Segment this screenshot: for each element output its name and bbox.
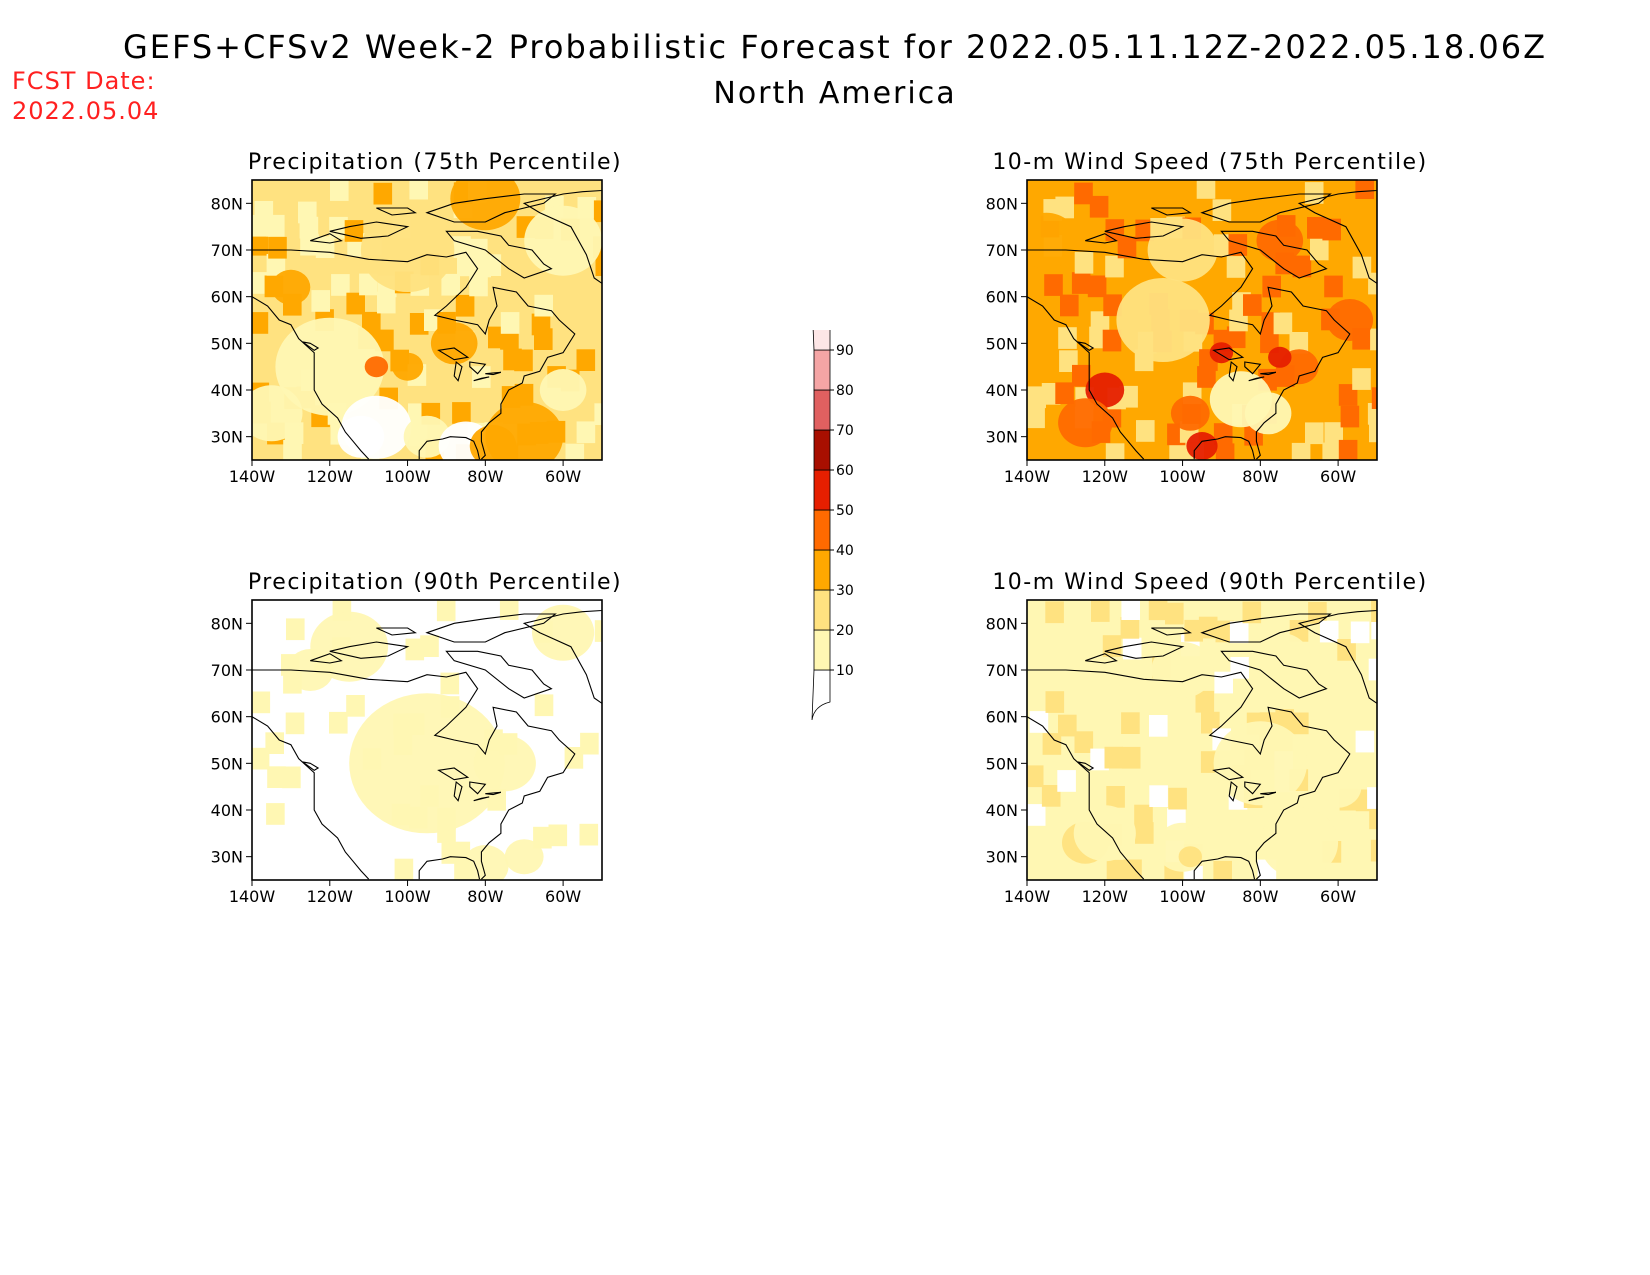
lon-tick-label: 120W [1082,467,1129,486]
lon-tick-label: 120W [1082,887,1129,906]
map-frame [251,599,603,881]
panel-precip-75: Precipitation (75th Percentile) 140W 120W… [200,150,720,550]
colorbar-segment [813,389,831,431]
lon-tick-label: 140W [229,887,276,906]
lon-tick-label: 60W [545,467,581,486]
map-wind-90: 140W 120W 100W 80W 60W 80N 70N 60N 50N 40N 30N [986,599,1378,906]
lat-tick-label: 40N [986,801,1018,820]
panel-wind-90: 10-m Wind Speed (90th Percentile) 140W 12… [975,570,1495,970]
colorbar-level-label: 70 [836,423,854,439]
lat-tick-label: 30N [986,848,1018,867]
lon-tick-label: 100W [384,887,431,906]
coastlines [1027,609,1377,880]
colorbar-segment [813,429,831,471]
lat-tick-label: 50N [986,334,1018,353]
coastlines [1027,189,1377,460]
coastlines [252,609,602,880]
colorbar-segment [811,669,831,721]
lon-tick-label: 140W [1004,467,1051,486]
lon-tick-label: 80W [1242,887,1278,906]
colorbar-level-label: 90 [836,343,854,359]
lat-tick-label: 30N [211,848,243,867]
lon-tick-label: 120W [307,467,354,486]
lat-tick-label: 60N [986,288,1018,307]
lat-tick-label: 70N [986,241,1018,260]
lon-tick-label: 80W [467,467,503,486]
lat-tick-label: 50N [211,754,243,773]
colorbar-segment [812,330,831,351]
panel-title: 10-m Wind Speed (90th Percentile) [992,570,1428,595]
lat-tick-label: 40N [986,381,1018,400]
panel-precip-90: Precipitation (90th Percentile) 140W 120W… [200,570,720,970]
map-precip-75: 140W 120W 100W 80W 60W 80N 70N 60N 50N 40N 30N [211,179,603,486]
colorbar-segment [813,349,831,391]
forecast-date-caption: FCST Date: [12,67,156,95]
lat-tick-label: 50N [211,334,243,353]
lon-tick-label: 60W [545,887,581,906]
probability-field [1027,600,1377,880]
lat-tick-label: 80N [986,614,1018,633]
lat-tick-label: 60N [211,708,243,727]
map-frame [1026,179,1378,461]
colorbar-segment [813,469,831,511]
colorbar-segment [813,589,831,631]
lon-tick-label: 80W [1242,467,1278,486]
lon-tick-label: 120W [307,887,354,906]
colorbar-segment [813,549,831,591]
lon-tick-label: 80W [467,887,503,906]
lat-tick-label: 60N [986,708,1018,727]
lat-tick-label: 70N [211,241,243,260]
colorbar-level-label: 10 [836,663,854,679]
panel-title: 10-m Wind Speed (75th Percentile) [992,150,1428,175]
colorbar-segment [813,509,831,551]
probability-field [252,180,602,460]
lat-tick-label: 50N [986,754,1018,773]
colorbar-level-label: 60 [836,463,854,479]
colorbar-level-label: 40 [836,543,854,559]
colorbar-legend: 10 20 30 40 50 60 70 80 90 [811,330,854,721]
colorbar-segment [813,629,831,671]
colorbar-level-label: 30 [836,583,854,599]
panel-title: Precipitation (75th Percentile) [247,150,623,175]
main-title: GEFS+CFSv2 Week-2 Probabilistic Forecast… [122,28,1548,66]
lon-tick-label: 60W [1320,887,1356,906]
colorbar-level-label: 20 [836,623,854,639]
lat-tick-label: 40N [211,801,243,820]
probability-field [1027,180,1377,460]
lon-tick-label: 100W [1159,467,1206,486]
lat-tick-label: 30N [211,428,243,447]
map-frame [251,179,603,461]
lat-tick-label: 70N [211,661,243,680]
panel-title: Precipitation (90th Percentile) [247,570,623,595]
lon-tick-label: 100W [384,467,431,486]
colorbar-level-label: 50 [836,503,854,519]
forecast-date-label: FCST Date: 2022.05.04 [12,66,159,126]
map-frame [1026,599,1378,881]
lat-tick-label: 80N [986,194,1018,213]
coastlines [252,189,602,460]
map-precip-90: 140W 120W 100W 80W 60W 80N 70N 60N 50N 40N 30N [211,599,603,906]
lat-tick-label: 80N [211,614,243,633]
lat-tick-label: 40N [211,381,243,400]
lon-tick-label: 140W [229,467,276,486]
panel-wind-75: 10-m Wind Speed (75th Percentile) 140W 12… [975,150,1495,550]
lon-tick-label: 100W [1159,887,1206,906]
lon-tick-label: 60W [1320,467,1356,486]
lat-tick-label: 80N [211,194,243,213]
colorbar-level-label: 80 [836,383,854,399]
lat-tick-label: 70N [986,661,1018,680]
lat-tick-label: 60N [211,288,243,307]
lon-tick-label: 140W [1004,887,1051,906]
lat-tick-label: 30N [986,428,1018,447]
map-wind-75: 140W 120W 100W 80W 60W 80N 70N 60N 50N 40N 30N [986,179,1378,486]
region-subtitle: North America [713,76,957,111]
forecast-date-value: 2022.05.04 [12,97,160,125]
